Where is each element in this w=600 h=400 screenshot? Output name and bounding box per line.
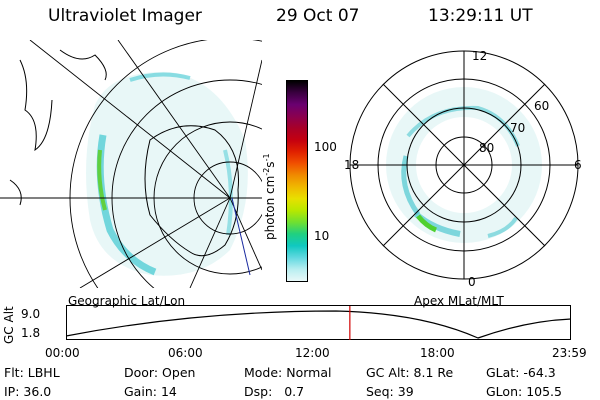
mlat-label-70: 70 [510, 121, 525, 135]
info-dsp: Dsp: 0.7 [244, 384, 305, 399]
polar-grid [349, 50, 579, 280]
aurora-arc-left [96, 72, 233, 276]
right-panel-caption: Apex MLat/MLT [414, 294, 504, 308]
xtick-0600: 06:00 [168, 346, 203, 360]
colorbar-tick-10: 10 [314, 229, 330, 243]
info-glat: GLat: -64.3 [486, 365, 556, 380]
terminator-line [231, 197, 251, 276]
colorbar-tick-100: 100 [314, 140, 337, 154]
info-filter: Flt: LBHL [4, 365, 60, 380]
header-date: 29 Oct 07 [276, 6, 360, 26]
info-ip: IP: 36.0 [4, 384, 52, 399]
altitude-curve [66, 310, 572, 339]
altitude-plot [66, 305, 572, 340]
xtick-0000: 00:00 [45, 346, 80, 360]
mlat-label-80: 80 [479, 141, 494, 155]
colorbar-unit-label: photon cm-2s-1 [262, 153, 277, 240]
left-panel-caption: Geographic Lat/Lon [68, 294, 186, 308]
info-gc-alt: GC Alt: 8.1 Re [366, 365, 454, 380]
info-door: Door: Open [124, 365, 196, 380]
app-title: Ultraviolet Imager [48, 6, 202, 26]
mlt-label-0: 0 [468, 275, 476, 289]
mlt-label-6: 6 [574, 158, 582, 172]
xtick-1800: 18:00 [420, 346, 455, 360]
info-mode: Mode: Normal [244, 365, 332, 380]
info-glon: GLon: 105.5 [486, 384, 562, 399]
colorbar [286, 80, 308, 282]
xtick-2359: 23:59 [552, 346, 587, 360]
info-gain: Gain: 14 [124, 384, 177, 399]
info-seq: Seq: 39 [366, 384, 414, 399]
altitude-plot-frame [66, 305, 571, 340]
grid-lines-left [0, 40, 262, 288]
polar-plot: 12 18 6 0 80 70 60 [344, 49, 582, 289]
mlat-label-60: 60 [534, 99, 549, 113]
header-time: 13:29:11 UT [428, 6, 533, 26]
altitude-ymin: 1.8 [21, 326, 41, 340]
aurora-glow-left [86, 71, 248, 276]
altitude-ymax: 9.0 [21, 307, 41, 321]
mlt-label-18: 18 [344, 158, 359, 172]
coastline-left [9, 49, 240, 257]
xtick-1200: 12:00 [295, 346, 330, 360]
altitude-ylabel: GC Alt [2, 306, 16, 344]
mlt-label-12: 12 [472, 49, 487, 63]
geographic-map [0, 40, 262, 288]
